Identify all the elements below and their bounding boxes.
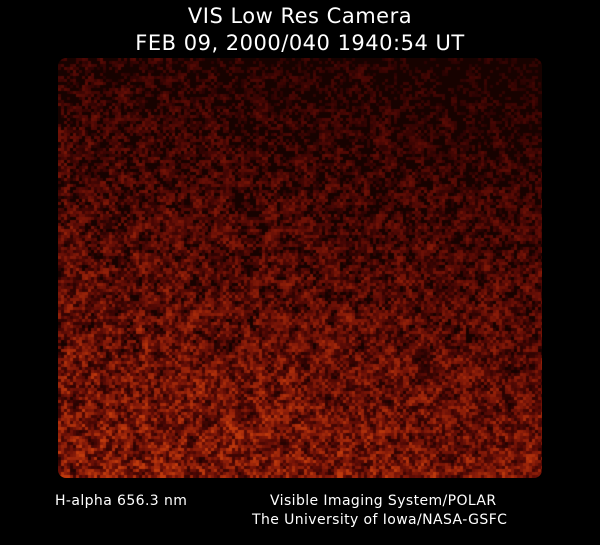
institution-label: The University of Iowa/NASA-GSFC: [252, 512, 508, 528]
instrument-label: Visible Imaging System/POLAR: [270, 493, 497, 509]
filter-label: H-alpha 656.3 nm: [55, 493, 188, 509]
observation-timestamp: FEB 09, 2000/040 1940:54 UT: [135, 31, 465, 55]
camera-title: VIS Low Res Camera: [187, 4, 413, 28]
camera-image: [58, 58, 542, 478]
